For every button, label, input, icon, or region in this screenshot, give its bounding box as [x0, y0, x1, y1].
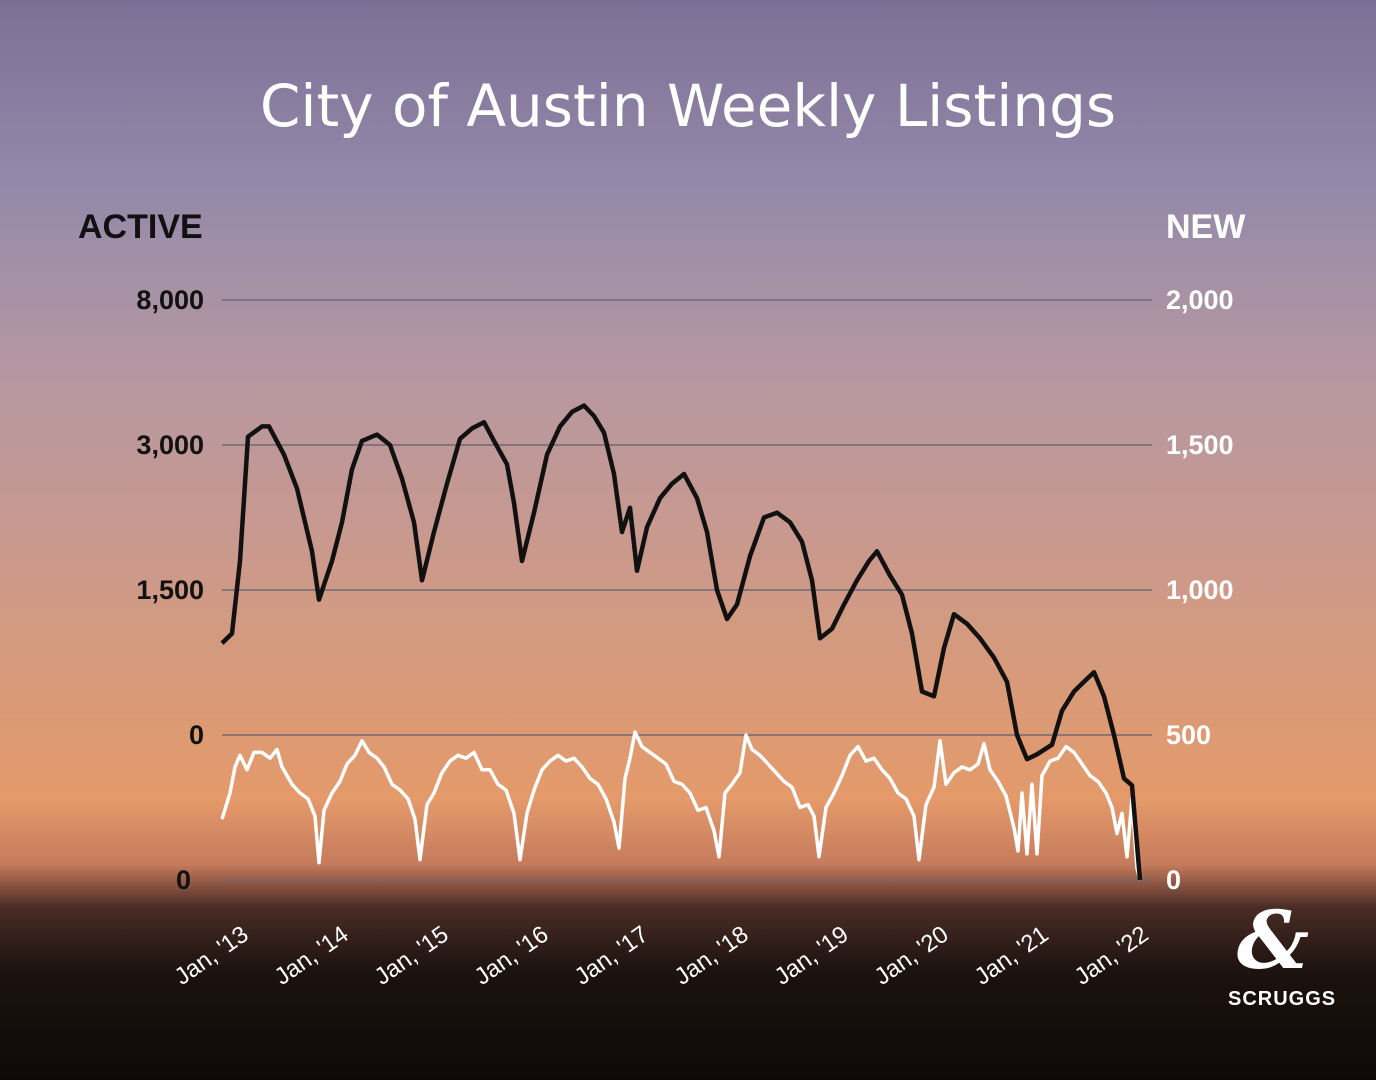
new-listings-line [220, 730, 1142, 881]
right-tick-label: 2,000 [1166, 285, 1234, 315]
x-tick-label: Jan, '19 [770, 921, 854, 991]
left-tick-label-zero: 0 [176, 865, 191, 895]
x-tick-label: Jan, '21 [970, 921, 1054, 991]
scruggs-logo: & SCRUGGS [1228, 893, 1337, 1011]
left-tick-label: 8,000 [136, 285, 204, 315]
ampersand-logo-mark: & [1236, 893, 1310, 987]
x-tick-label: Jan, '17 [570, 921, 654, 991]
right-tick-label: 0 [1166, 865, 1181, 895]
right-tick-label: 1,000 [1166, 575, 1234, 605]
left-axis-title: ACTIVE [78, 208, 203, 246]
left-tick-label: 3,000 [136, 430, 204, 460]
x-tick-label: Jan, '13 [170, 921, 254, 991]
x-tick-label: Jan, '22 [1070, 921, 1154, 991]
logo-wordmark: SCRUGGS [1228, 988, 1337, 1010]
grid-lines [222, 299, 1152, 881]
x-tick-label: Jan, '18 [670, 921, 754, 991]
x-tick-label: Jan, '14 [270, 921, 354, 991]
right-axis: 2,000 1,500 1,000 500 0 [1166, 285, 1234, 895]
right-tick-label: 1,500 [1166, 430, 1234, 460]
x-tick-label: Jan, '15 [370, 921, 454, 991]
x-axis-tick-labels: Jan, '13 Jan, '14 Jan, '15 Jan, '16 Jan, '17… [170, 921, 1154, 991]
chart-title: City of Austin Weekly Listings [259, 72, 1117, 140]
left-tick-label: 0 [189, 720, 204, 750]
right-axis-title: NEW [1166, 208, 1246, 246]
left-tick-label: 1,500 [136, 575, 204, 605]
x-tick-label: Jan, '16 [470, 921, 554, 991]
left-axis: 8,000 3,000 1,500 0 [136, 285, 204, 750]
active-listings-line [220, 403, 1143, 881]
right-tick-label: 500 [1166, 720, 1211, 750]
x-tick-label: Jan, '20 [870, 921, 954, 991]
